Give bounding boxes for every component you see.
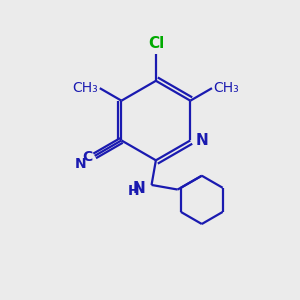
Text: N: N [196, 133, 208, 148]
Text: CH₃: CH₃ [214, 81, 239, 95]
Text: CH₃: CH₃ [73, 81, 98, 95]
Text: N: N [75, 157, 86, 171]
Text: H: H [128, 184, 139, 198]
Text: Cl: Cl [148, 36, 164, 51]
Text: C: C [82, 150, 92, 164]
Text: N: N [132, 181, 145, 196]
